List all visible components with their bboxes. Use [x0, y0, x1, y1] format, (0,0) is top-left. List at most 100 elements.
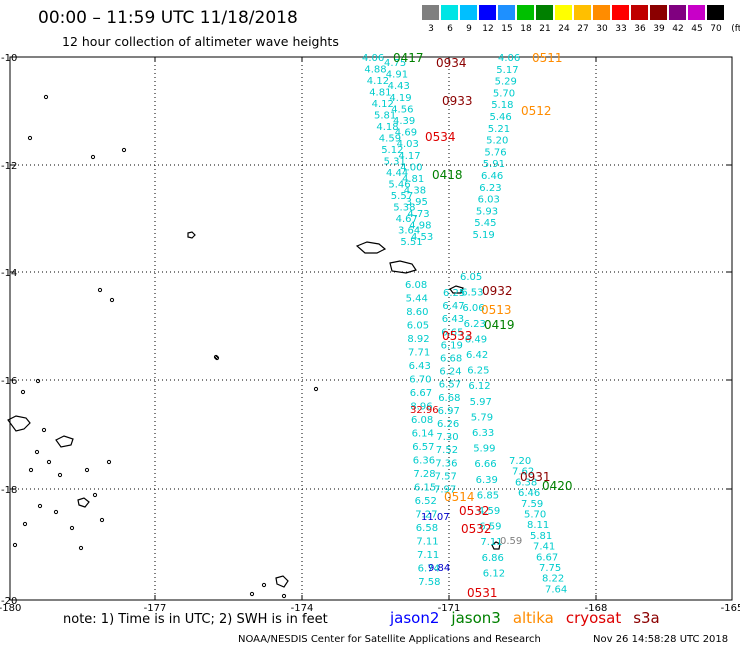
swh-value: 3.95: [406, 197, 428, 208]
swh-value: 5.20: [486, 136, 508, 147]
island-dot: [84, 467, 90, 473]
island-dot: [35, 378, 41, 384]
swh-value: 7.11: [416, 537, 438, 548]
swh-value: 6.26: [437, 419, 459, 430]
swh-value: 6.06: [462, 303, 484, 314]
swh-value: 4.81: [402, 174, 424, 185]
swh-value: 6.23: [479, 183, 501, 194]
lat-tick-label: -16: [1, 376, 17, 387]
swh-value: 6.46: [518, 488, 540, 499]
legend-swatch: [555, 5, 572, 20]
pass-time-label: 0417: [393, 51, 424, 65]
swh-value: 6.23: [464, 319, 486, 330]
swh-value: 6.14: [412, 429, 434, 440]
swh-value: 6.74: [418, 564, 440, 575]
swh-value: 7.62: [512, 467, 534, 478]
legend-swatch: [593, 5, 610, 20]
swh-value: 4.18: [376, 122, 398, 133]
lat-tick-label: -10: [1, 53, 17, 64]
pass-time-label: 0532: [459, 504, 490, 518]
swh-value: 5.18: [491, 100, 513, 111]
pass-time-label: 0418: [432, 168, 463, 182]
swh-value: 4.12: [367, 76, 389, 87]
swh-value-highlight: 0.59: [500, 536, 522, 547]
swh-value: 4.73: [407, 209, 429, 220]
swh-value: 8.11: [527, 520, 549, 531]
swh-value: 5.99: [473, 444, 495, 455]
generation-timestamp: Nov 26 14:58:28 UTC 2018: [593, 634, 729, 645]
swh-value: 6.53: [461, 288, 483, 299]
swh-value: 7.36: [435, 458, 457, 469]
swh-value: 7.52: [436, 445, 458, 456]
swh-value-highlight: 32.96: [410, 405, 439, 416]
swh-value-highlight: 11.07: [421, 512, 450, 523]
swh-value: 4.59: [379, 134, 401, 145]
swh-value: 6.08: [411, 415, 433, 426]
legend-swatch: [650, 5, 667, 20]
swh-value: 6.08: [405, 280, 427, 291]
swh-value: 6.97: [438, 406, 460, 417]
swh-value: 6.49: [465, 334, 487, 345]
swh-value: 6.66: [474, 459, 496, 470]
swh-value: 6.70: [409, 375, 431, 386]
swh-value: 5.79: [471, 412, 493, 423]
island-dot: [27, 135, 33, 141]
swh-value: 6.42: [466, 350, 488, 361]
swh-value: 6.36: [413, 456, 435, 467]
pass-time-label: 0513: [481, 303, 512, 317]
legend-swatch: [688, 5, 705, 20]
swh-value: 7.58: [418, 577, 440, 588]
lon-tick-label: -171: [438, 603, 461, 614]
swh-value: 5.51: [400, 237, 422, 248]
swh-value: 4.00: [400, 162, 422, 173]
swh-value: 6.05: [407, 321, 429, 332]
legend-label: 33: [615, 24, 627, 34]
swh-value: 6.24: [439, 367, 461, 378]
swh-value: 4.59: [478, 506, 500, 517]
island-dot: [249, 591, 255, 597]
legend-label: 9: [466, 24, 472, 34]
swh-value: 7.75: [539, 563, 561, 574]
legend-swatch: [498, 5, 515, 20]
legend-swatch: [479, 5, 496, 20]
satellite-name: s3a: [633, 609, 660, 627]
island-dot: [109, 297, 115, 303]
legend-swatch: [441, 5, 458, 20]
pass-time-label: 0932: [482, 284, 513, 298]
legend-label: 18: [520, 24, 532, 34]
swh-value: 4.17: [398, 151, 420, 162]
swh-value: 6.47: [442, 301, 464, 312]
swh-value: 6.65: [441, 327, 463, 338]
swh-value: 7.64: [545, 584, 567, 595]
swh-value: 6.19: [441, 340, 463, 351]
swh-value: 5.93: [476, 206, 498, 217]
pass-time-label: 0933: [442, 94, 473, 108]
island-dot: [43, 94, 49, 100]
swh-value: 4.81: [369, 88, 391, 99]
pass-time-label: 0531: [467, 586, 498, 600]
map-frame: [9, 56, 733, 601]
swh-value: 6.58: [416, 523, 438, 534]
swh-value: 5.81: [530, 531, 552, 542]
legend-label: 36: [634, 24, 646, 34]
swh-value: 7.57: [435, 471, 457, 482]
island-dot: [281, 593, 287, 599]
swh-value: 5.70: [493, 88, 515, 99]
swh-value: 7.20: [509, 456, 531, 467]
island-dot: [106, 459, 112, 465]
island-dot: [69, 525, 75, 531]
pass-time-label: 0934: [436, 56, 467, 70]
island-outline: [389, 260, 417, 274]
satellite-name: cryosat: [565, 609, 622, 627]
legend-swatch: [612, 5, 629, 20]
island-dot: [97, 287, 103, 293]
swh-value: 6.85: [477, 490, 499, 501]
pass-time-label: 0533: [442, 329, 473, 343]
swh-value: 5.70: [524, 510, 546, 521]
swh-value: 6.43: [409, 361, 431, 372]
swh-value: 6.57: [439, 380, 461, 391]
island-dot: [99, 517, 105, 523]
swh-value: 5.44: [406, 294, 428, 305]
swh-value: 4.06: [498, 53, 520, 64]
